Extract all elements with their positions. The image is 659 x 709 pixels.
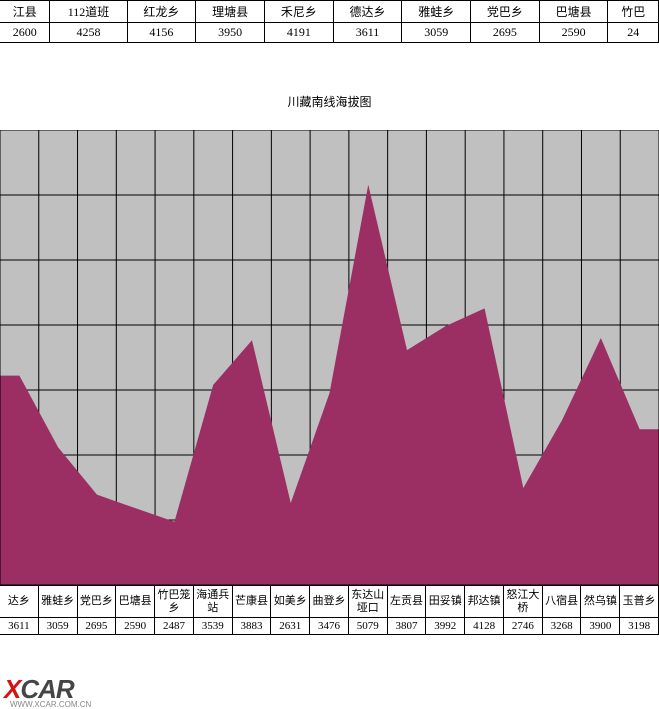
x-axis-column: 曲登乡3476 [310, 585, 349, 635]
table-header-cell: 红龙乡 [127, 1, 196, 23]
table-header-cell: 德达乡 [333, 1, 402, 23]
table-value-cell: 4191 [264, 23, 333, 43]
x-value-label: 2487 [155, 618, 193, 634]
table-value-cell: 2590 [539, 23, 608, 43]
x-axis-column: 党巴乡2695 [78, 585, 117, 635]
x-value-label: 3268 [543, 618, 581, 634]
x-category-label: 如美乡 [271, 586, 309, 618]
elevation-chart: 达乡3611雅蛙乡3059党巴乡2695巴塘县2590竹巴笼乡2487海通兵站3… [0, 130, 659, 630]
x-value-label: 2695 [78, 618, 116, 634]
plot-area [0, 130, 659, 585]
x-axis-column: 八宿县3268 [543, 585, 582, 635]
table-header-cell: 巴塘县 [539, 1, 608, 23]
x-axis-column: 怒江大桥2746 [504, 585, 543, 635]
x-value-label: 3059 [39, 618, 77, 634]
x-axis-column: 田妥镇3992 [426, 585, 465, 635]
x-category-label: 八宿县 [543, 586, 581, 618]
x-axis-column: 邦达镇4128 [465, 585, 504, 635]
x-category-label: 玉普乡 [620, 586, 658, 618]
x-category-label: 曲登乡 [310, 586, 348, 618]
table-value-cell: 3059 [402, 23, 471, 43]
x-category-label: 邦达镇 [465, 586, 503, 618]
x-value-label: 3539 [194, 618, 232, 634]
x-axis-column: 雅蛙乡3059 [39, 585, 78, 635]
x-category-label: 东达山垭口 [349, 586, 387, 618]
x-category-label: 巴塘县 [116, 586, 154, 618]
x-category-label: 怒江大桥 [504, 586, 542, 618]
table-header-cell: 竹巴 [608, 1, 659, 23]
x-value-label: 4128 [465, 618, 503, 634]
x-category-label: 竹巴笼乡 [155, 586, 193, 618]
table-header-cell: 理塘县 [196, 1, 265, 23]
x-value-label: 2746 [504, 618, 542, 634]
x-category-label: 达乡 [0, 586, 38, 618]
x-axis-column: 达乡3611 [0, 585, 39, 635]
chart-title: 川藏南线海拔图 [0, 93, 659, 110]
table-header-cell: 江县 [0, 1, 50, 23]
x-value-label: 3883 [233, 618, 271, 634]
x-category-label: 左贡县 [388, 586, 426, 618]
table-header-cell: 党巴乡 [471, 1, 540, 23]
table-value-cell: 2695 [471, 23, 540, 43]
x-axis-column: 如美乡2631 [271, 585, 310, 635]
x-value-label: 3198 [620, 618, 658, 634]
x-category-label: 雅蛙乡 [39, 586, 77, 618]
x-axis-column: 然乌镇3900 [581, 585, 620, 635]
top-data-table: 江县112道班红龙乡理塘县禾尼乡德达乡雅蛙乡党巴乡巴塘县竹巴 260042584… [0, 0, 659, 43]
x-axis-column: 海通兵站3539 [194, 585, 233, 635]
table-value-cell: 4258 [50, 23, 127, 43]
x-axis-column: 左贡县3807 [388, 585, 427, 635]
x-axis-column: 芒康县3883 [233, 585, 272, 635]
x-category-label: 海通兵站 [194, 586, 232, 618]
x-value-label: 3807 [388, 618, 426, 634]
table-value-cell: 24 [608, 23, 659, 43]
x-axis-column: 东达山垭口5079 [349, 585, 388, 635]
table-header-cell: 雅蛙乡 [402, 1, 471, 23]
x-axis-column: 巴塘县2590 [116, 585, 155, 635]
table-header-cell: 禾尼乡 [264, 1, 333, 23]
watermark-url: WWW.XCAR.COM.CN [10, 700, 91, 709]
x-category-label: 然乌镇 [581, 586, 619, 618]
table-value-cell: 3950 [196, 23, 265, 43]
x-axis-column: 玉普乡3198 [620, 585, 659, 635]
x-axis-labels: 达乡3611雅蛙乡3059党巴乡2695巴塘县2590竹巴笼乡2487海通兵站3… [0, 585, 659, 635]
x-category-label: 党巴乡 [78, 586, 116, 618]
table-value-cell: 2600 [0, 23, 50, 43]
x-value-label: 2590 [116, 618, 154, 634]
x-value-label: 3992 [426, 618, 464, 634]
table-header-cell: 112道班 [50, 1, 127, 23]
x-value-label: 3611 [0, 618, 38, 634]
table-value-cell: 4156 [127, 23, 196, 43]
x-value-label: 3476 [310, 618, 348, 634]
x-category-label: 田妥镇 [426, 586, 464, 618]
x-value-label: 5079 [349, 618, 387, 634]
x-value-label: 3900 [581, 618, 619, 634]
x-axis-column: 竹巴笼乡2487 [155, 585, 194, 635]
table-value-cell: 3611 [333, 23, 402, 43]
x-category-label: 芒康县 [233, 586, 271, 618]
x-value-label: 2631 [271, 618, 309, 634]
